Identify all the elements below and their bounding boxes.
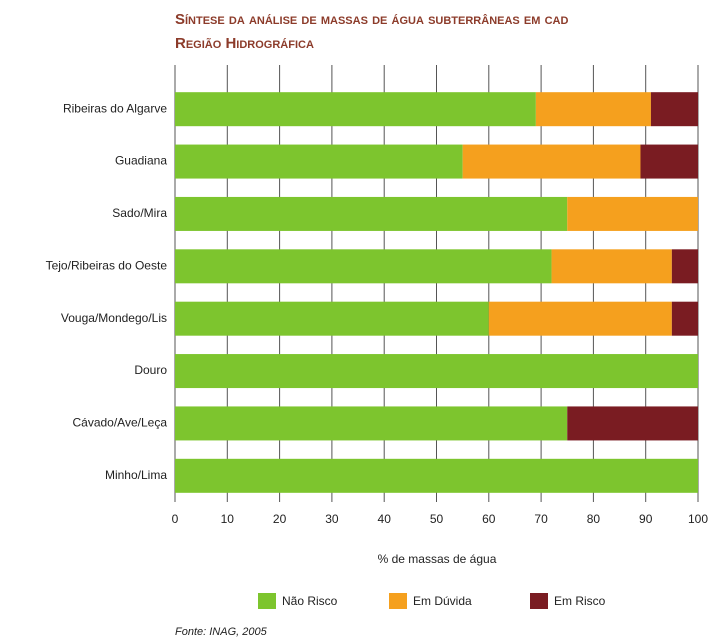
- x-tick-label: 0: [172, 512, 179, 526]
- bar-segment: [640, 144, 698, 179]
- x-tick-label: 50: [430, 512, 444, 526]
- legend-swatch: [530, 593, 548, 609]
- y-tick-label: Guadiana: [115, 154, 167, 168]
- y-tick-label: Minho/Lima: [105, 468, 167, 482]
- source: Fonte: INAG, 2005: [175, 626, 268, 638]
- bar-segment: [535, 92, 651, 127]
- x-axis-label: % de massas de água: [378, 552, 497, 566]
- bar-segment: [488, 301, 672, 336]
- y-tick-label: Sado/Mira: [112, 206, 167, 220]
- bar-segment: [551, 249, 672, 284]
- y-tick-label: Tejo/Ribeiras do Oeste: [46, 258, 168, 272]
- bar-segment: [175, 354, 698, 389]
- bar-segment: [671, 301, 698, 336]
- x-tick-label: 90: [639, 512, 653, 526]
- x-tick-label: 80: [587, 512, 601, 526]
- y-tick-label: Douro: [134, 363, 167, 377]
- x-tick-label: 20: [273, 512, 287, 526]
- bar-segment: [650, 92, 698, 127]
- bar-segment: [671, 249, 698, 284]
- x-tick-label: 100: [688, 512, 708, 526]
- bar-segment: [175, 144, 463, 179]
- x-tick-label: 60: [482, 512, 496, 526]
- bar-segment: [175, 458, 698, 493]
- legend-swatch: [258, 593, 276, 609]
- bar-segment: [175, 301, 489, 336]
- legend-label: Não Risco: [282, 594, 338, 608]
- legend-label: Em Risco: [554, 594, 606, 608]
- x-tick-label: 10: [221, 512, 235, 526]
- x-tick-label: 40: [378, 512, 392, 526]
- chart-title: Região Hidrográfica: [175, 35, 314, 52]
- bar-segment: [462, 144, 641, 179]
- bar-segment: [175, 249, 552, 284]
- bar-segment: [175, 196, 568, 231]
- chart-title: Síntese da análise de massas de água sub…: [175, 11, 568, 28]
- x-tick-label: 30: [325, 512, 339, 526]
- legend-swatch: [389, 593, 407, 609]
- bar-segment: [567, 406, 698, 441]
- bar-segment: [175, 406, 568, 441]
- x-tick-label: 70: [534, 512, 548, 526]
- y-tick-label: Vouga/Mondego/Lis: [61, 311, 167, 325]
- y-tick-label: Ribeiras do Algarve: [63, 101, 167, 115]
- legend-label: Em Dúvida: [413, 594, 472, 608]
- y-tick-label: Cávado/Ave/Leça: [72, 416, 167, 430]
- bar-segment: [175, 92, 536, 127]
- bar-segment: [567, 196, 698, 231]
